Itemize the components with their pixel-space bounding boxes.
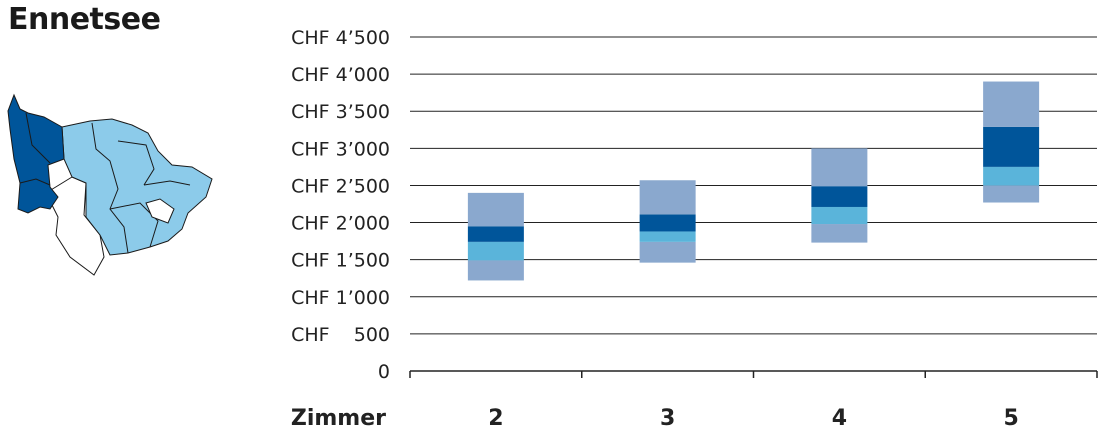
band-median	[639, 214, 696, 232]
y-tick-label: CHF 3’000	[291, 138, 390, 160]
range-band-4	[811, 148, 868, 243]
page-title: Ennetsee	[8, 2, 161, 37]
band-upper-outer	[811, 148, 868, 187]
y-tick-label: CHF 2’000	[291, 213, 390, 235]
range-band-3	[639, 180, 696, 263]
band-upper-outer	[983, 81, 1040, 127]
gridlines	[410, 36, 1097, 335]
y-tick-label: CHF 4’500	[291, 27, 390, 49]
band-lower-outer	[811, 224, 868, 243]
y-tick-label: CHF 3’500	[291, 101, 390, 123]
map-district-line	[91, 122, 129, 254]
map-district-line	[109, 202, 159, 248]
range-band-2	[467, 192, 524, 281]
region-map-icon	[7, 93, 213, 276]
y-tick-label: CHF 500	[291, 324, 390, 346]
x-axis	[409, 370, 1098, 378]
band-lower-mid	[639, 231, 696, 242]
band-median	[983, 126, 1040, 167]
band-median	[467, 226, 524, 242]
range-band-5	[983, 81, 1040, 203]
x-axis-labels: Zimmer 2 3 4 5	[291, 406, 1019, 431]
band-upper-outer	[639, 180, 696, 215]
range-bands	[467, 81, 1040, 281]
map-district-line	[19, 178, 51, 186]
map-district-line	[143, 180, 191, 186]
map-lake	[145, 198, 175, 224]
x-category-label: 3	[660, 406, 675, 431]
band-lower-mid	[467, 241, 524, 261]
band-lower-outer	[639, 241, 696, 263]
x-category-label: 4	[832, 406, 847, 431]
map-district-region	[61, 118, 213, 256]
y-tick-label: CHF 2’500	[291, 175, 390, 197]
map-district-highlight	[7, 93, 65, 214]
map-district-line	[117, 140, 155, 186]
band-lower-mid	[811, 206, 868, 225]
x-category-label: 2	[488, 406, 503, 431]
y-tick-label: CHF 4’000	[291, 64, 390, 86]
y-tick-label: CHF 1’000	[291, 287, 390, 309]
band-median	[811, 186, 868, 207]
x-category-label: 5	[1003, 406, 1018, 431]
band-lower-mid	[983, 166, 1040, 186]
band-lower-outer	[467, 260, 524, 281]
band-lower-outer	[983, 185, 1040, 203]
map-district-line	[25, 112, 51, 164]
x-axis-name: Zimmer	[291, 406, 386, 431]
y-tick-label: CHF 1’500	[291, 250, 390, 272]
band-upper-outer	[467, 192, 524, 227]
y-axis-tick-labels: 0 CHF 500 CHF 1’000 CHF 1’500 CHF 2’000 CHF 2…	[291, 27, 390, 383]
y-tick-label: 0	[378, 361, 390, 383]
